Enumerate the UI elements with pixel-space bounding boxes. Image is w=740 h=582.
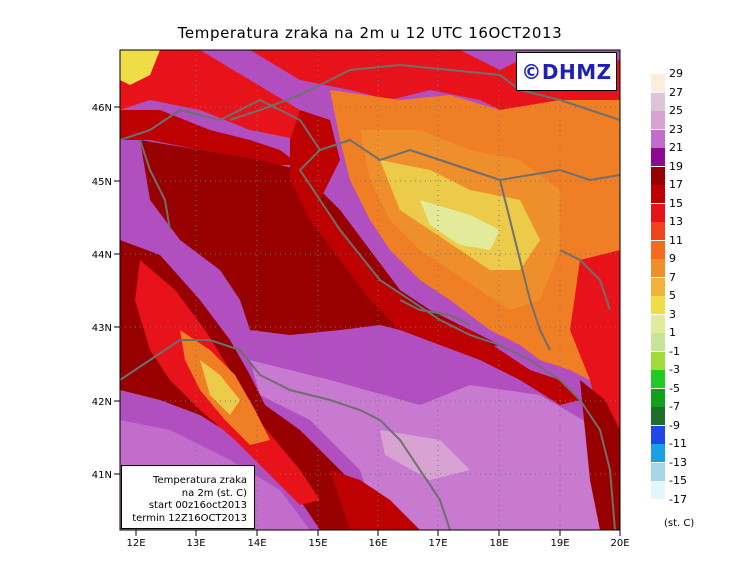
coastlines [120, 63, 620, 530]
venice-area [120, 110, 300, 165]
lon-label: 15E [308, 538, 327, 549]
legend-label: 5 [669, 289, 676, 302]
latitude-labels: 46N 45N 44N 43N 42N 41N [92, 103, 112, 481]
legend-label: 25 [669, 104, 683, 117]
lat-label: 43N [92, 323, 112, 334]
lon-label: 18E [489, 538, 508, 549]
alps-cool [120, 50, 160, 85]
lat-label: 46N [92, 103, 112, 114]
east-coast-hot [580, 380, 620, 530]
info-line: start 00z16oct2013 [148, 500, 247, 511]
lat-label: 45N [92, 177, 112, 188]
legend-swatch [651, 370, 665, 388]
legend-label: 9 [669, 252, 676, 265]
legend-label: -11 [669, 437, 687, 450]
lon-label: 14E [247, 538, 266, 549]
legend-label: 7 [669, 270, 676, 284]
legend-label: -15 [669, 474, 687, 487]
legend-label: 1 [669, 326, 676, 339]
legend-swatch [651, 407, 665, 425]
info-line: na 2m (st. C) [181, 487, 247, 499]
legend-label: -1 [669, 344, 680, 358]
lon-label: 16E [368, 538, 387, 549]
map-title: Temperatura zraka na 2m u 12 UTC 16OCT20… [177, 24, 563, 42]
legend-label: 23 [669, 122, 683, 136]
legend-swatch [651, 259, 665, 277]
legend-swatch [651, 481, 665, 499]
lon-label: 19E [550, 538, 569, 549]
legend-swatch [651, 185, 665, 203]
legend-label: -13 [669, 455, 687, 469]
legend-label: 27 [669, 85, 683, 99]
legend-swatch [651, 351, 665, 370]
legend-swatch [651, 277, 665, 296]
info-box: Temperatura zraka na 2m (st. C) start 00… [121, 465, 255, 529]
legend-label: 19 [669, 159, 683, 173]
lat-label: 44N [92, 250, 112, 261]
map-frame [119, 49, 621, 531]
legend-label: -9 [669, 418, 680, 432]
legend-swatch [651, 111, 665, 129]
dhmz-logo: ©DHMZ [516, 52, 617, 91]
legend-label: 11 [669, 233, 683, 247]
lat-label: 42N [92, 397, 112, 408]
lon-label: 12E [126, 538, 145, 549]
legend-swatch [651, 166, 665, 185]
legend-swatch [651, 74, 665, 92]
inland-coolest [420, 200, 500, 250]
legend-unit: (st. C) [664, 518, 695, 529]
legend-label: 29 [669, 67, 683, 80]
croatia-coast [290, 110, 580, 405]
lon-label: 20E [610, 538, 629, 549]
temperature-field [120, 50, 620, 530]
legend-swatch [651, 314, 665, 333]
legend-label: 13 [669, 215, 683, 228]
legend-swatch [651, 203, 665, 222]
legend-label: 21 [669, 141, 683, 154]
legend-swatch [651, 148, 665, 166]
longitude-labels: 12E 13E 14E 15E 16E 17E 18E 19E 20E [126, 538, 629, 549]
lon-label: 17E [428, 538, 447, 549]
legend-swatch [651, 444, 665, 462]
graticule [120, 50, 620, 530]
legend-swatch [651, 92, 665, 111]
legend-label: -5 [669, 381, 680, 395]
lon-label: 13E [186, 538, 205, 549]
legend-label: -3 [669, 363, 680, 376]
info-line: Temperatura zraka [153, 475, 247, 486]
info-line: termin 12Z16OCT2013 [132, 512, 247, 524]
legend-swatch [651, 129, 665, 148]
legend-swatch [651, 462, 665, 481]
legend-swatch [651, 388, 665, 407]
axis-ticks [114, 106, 621, 536]
legend-label: 15 [669, 196, 683, 210]
legend-swatch [651, 333, 665, 351]
adriatic-hot-band [140, 140, 500, 350]
legend-label: -17 [669, 492, 687, 506]
legend-swatch [651, 240, 665, 259]
alps-land [120, 50, 300, 140]
legend-swatch [651, 425, 665, 444]
legend-label: 17 [669, 178, 683, 191]
italy-south-warm [330, 470, 420, 530]
legend-label: 3 [669, 307, 676, 321]
lat-label: 41N [92, 470, 112, 481]
legend-swatch [651, 296, 665, 314]
legend-label: -7 [669, 400, 680, 413]
legend-swatch [651, 222, 665, 240]
